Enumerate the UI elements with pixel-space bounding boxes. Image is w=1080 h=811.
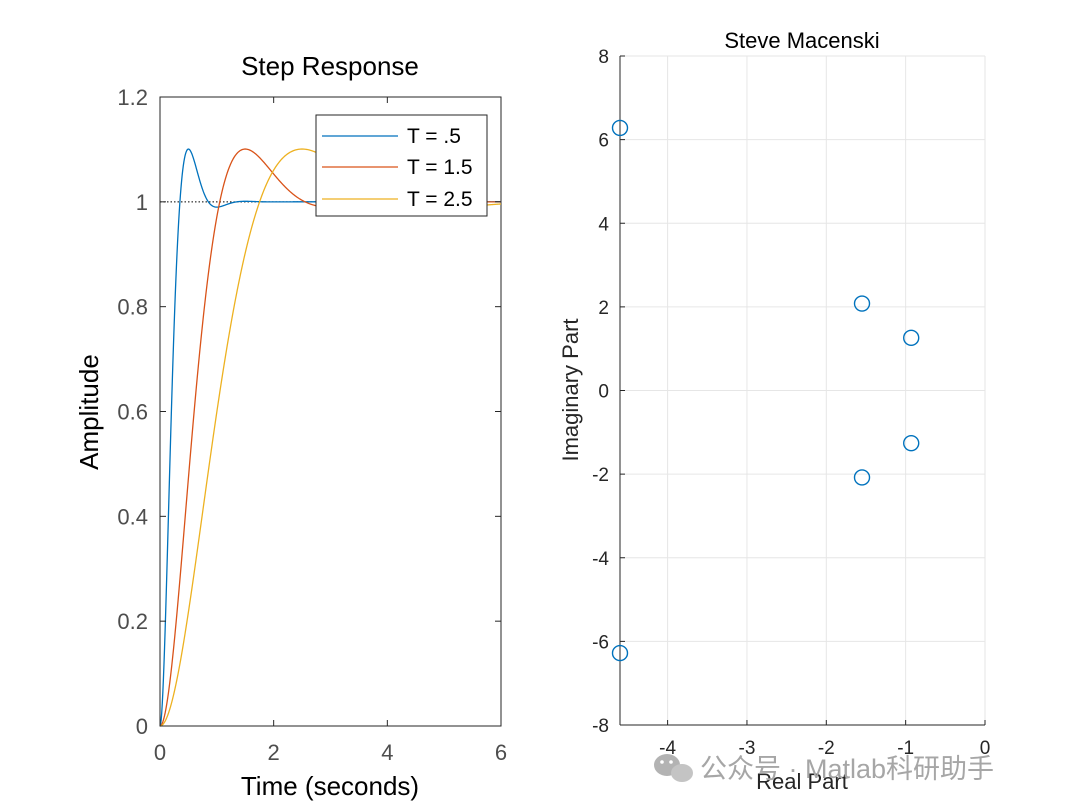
y-tick-label: 0.6 [117,400,148,425]
series-line-0 [159,148,501,727]
step-response-chart: Step Response 0 2 4 6 0 0.2 0.4 0.6 0.8 1 1.2 Time… [74,51,507,801]
pole-map-title: Steve Macenski [724,28,879,53]
y-tick-label: 1.2 [117,85,148,110]
series-line-1 [159,148,501,727]
y-tick-label: 0 [136,714,148,739]
x-tick-label: -3 [739,738,756,759]
x-tick-label: -1 [897,738,914,759]
legend-label-t15: T = 1.5 [407,156,473,179]
legend: T = .5 T = 1.5 T = 2.5 [315,114,488,217]
pole-marker [903,329,920,347]
pole-marker [853,295,871,312]
step-response-title: Step Response [241,51,419,81]
x-tick-label: 0 [980,738,991,759]
x-tick-label: 2 [268,740,280,765]
pole-marker [903,434,920,452]
x-tick-label: 4 [381,740,393,765]
watermark: 公众号 · Matlab科研助手 [654,754,994,784]
x-tick-label: -4 [659,738,676,759]
y-tick-label: 0.8 [117,295,148,320]
legend-label-t25: T = 2.5 [407,188,473,211]
y-tick-label: 0.2 [117,609,148,634]
pole-marker [611,119,629,137]
pole-marker [853,469,871,486]
pole-map-ylabel: Imaginary Part [558,318,583,461]
x-tick-label: 6 [495,740,507,765]
y-tick-label: -8 [592,716,609,737]
wechat-icon [654,754,693,782]
pole-map-xlabel: Real Part [756,769,848,794]
y-tick-label: -2 [592,465,609,486]
y-tick-label: 8 [598,47,609,68]
step-response-xlabel: Time (seconds) [241,771,419,801]
step-response-ylabel: Amplitude [74,354,104,470]
pole-marker [611,644,629,662]
y-tick-label: 4 [598,214,609,235]
y-tick-label: 0.4 [117,504,148,529]
y-tick-label: 2 [598,298,609,319]
legend-label-t05: T = .5 [407,125,461,148]
y-tick-label: 1 [136,190,148,215]
pole-map-chart: Steve Macenski -4 -3 -2 -1 0 -8 -6 -4 -2 0 2 4 6 8 Re… [558,28,990,794]
y-tick-label: -6 [592,632,609,653]
watermark-text: 公众号 · Matlab科研助手 [700,754,994,784]
y-tick-label: 6 [598,131,609,152]
x-tick-label: 0 [154,740,166,765]
x-tick-label: -2 [818,738,835,759]
y-tick-label: -4 [592,549,609,570]
series-line-2 [159,148,502,727]
y-tick-label: 0 [598,382,609,403]
